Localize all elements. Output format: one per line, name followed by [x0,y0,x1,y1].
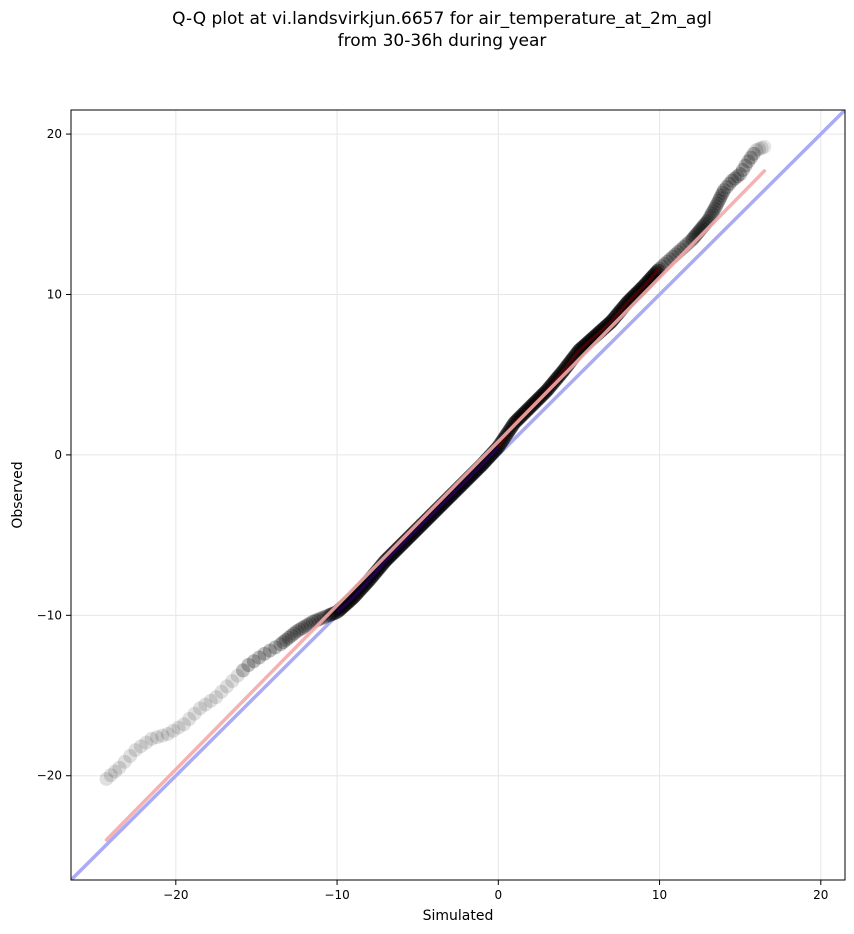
qq-point-54 [326,606,341,621]
qq-point-1 [103,768,118,783]
qq-point-33 [273,637,288,652]
qq-point-19 [198,697,213,712]
qq-point-22 [214,684,229,699]
qq-point-13 [166,723,181,738]
qq-point-7 [133,739,148,754]
qq-point-37 [284,628,299,643]
y-axis-label: Observed [10,461,26,528]
qq-point-41 [295,621,310,636]
qq-point-0 [99,771,114,786]
qq-point-291 [714,188,729,203]
qq-point-3 [112,760,127,775]
qq-point-295 [722,176,737,191]
qq-point-293 [717,183,732,198]
qq-point-288 [710,196,725,211]
fit-line [104,169,767,842]
qq-point-294 [719,180,734,194]
chart-title: Q-Q plot at vi.landsvirkjun.6657 for air… [172,9,712,29]
x-axis-ticks: −20 −10 0 10 20 [163,880,828,902]
qq-point-29 [252,650,267,665]
qq-point-18 [193,701,207,716]
qq-point-32 [268,640,283,655]
chart-title-block: Q-Q plot at vi.landsvirkjun.6657 for air… [0,8,854,52]
qq-point-31 [262,643,277,658]
x-tick-label-2: 0 [494,888,502,902]
chart-subtitle: from 30-36h during year [337,31,547,51]
qq-point-306 [752,142,766,157]
qq-point-305 [749,143,764,158]
qq-point-292 [715,185,730,200]
x-axis-label: Simulated [423,908,494,924]
y-tick-label-3: 10 [47,287,62,301]
qq-point-283 [703,208,718,223]
qq-point-297 [727,171,742,186]
qq-point-15 [176,717,191,732]
qq-point-12 [160,727,175,742]
qq-point-38 [287,626,302,641]
qq-point-9 [144,731,159,746]
grid [71,110,845,880]
qq-point-14 [171,720,186,735]
quantile-points [99,139,772,786]
qq-point-39 [289,624,304,639]
qq-point-286 [707,201,722,216]
qq-point-299 [733,167,748,182]
qq-point-48 [313,611,328,626]
qq-point-17 [187,706,202,721]
qq-point-34 [276,635,291,650]
qq-point-30 [257,646,272,661]
y-tick-label-4: 20 [47,127,62,141]
qq-point-27 [241,658,256,673]
qq-point-24 [225,674,240,689]
qq-point-10 [150,730,164,745]
qq-point-287 [709,199,723,214]
qq-point-308 [757,139,772,154]
qq-point-2 [108,764,123,779]
qq-point-284 [704,206,719,221]
qq-point-26 [236,663,250,678]
qq-point-23 [219,679,234,694]
qq-point-285 [706,204,721,219]
x-tick-label-1: −10 [324,888,349,902]
qq-point-40 [292,622,307,637]
center-trace-blue [336,445,500,614]
x-tick-label-0: −20 [163,888,188,902]
qq-point-42 [297,619,312,634]
qq-point-300 [735,162,750,177]
qq-point-304 [746,146,761,161]
y-tick-label-2: 0 [54,448,62,462]
plot-frame [70,109,846,881]
qq-point-16 [182,712,197,727]
qq-point-298 [730,169,745,184]
qq-point-301 [738,158,753,173]
qq-point-289 [711,193,726,208]
y-tick-label-1: −10 [37,608,62,622]
identity-line [71,110,845,880]
qq-point-20 [203,693,218,708]
y-axis-ticks: −20 −10 0 10 20 [37,127,71,783]
qq-point-21 [209,690,224,705]
qq-point-4 [117,754,132,769]
qq-point-307 [754,140,769,155]
qq-point-36 [281,630,296,645]
qq-point-296 [725,173,740,188]
qq-point-8 [139,735,154,750]
qq-point-35 [279,632,293,647]
qq-point-303 [743,150,758,165]
qq-point-290 [713,191,728,206]
qq-point-11 [155,728,170,743]
qq-point-53 [324,607,339,622]
qq-point-28 [246,654,261,669]
y-tick-label-0: −20 [37,769,62,783]
x-tick-label-3: 10 [652,888,667,902]
qq-point-43 [300,617,315,632]
qq-point-6 [128,743,143,758]
qq-point-302 [741,154,756,169]
x-tick-label-4: 20 [813,888,828,902]
qq-point-25 [230,668,245,683]
qq-point-5 [123,748,138,763]
